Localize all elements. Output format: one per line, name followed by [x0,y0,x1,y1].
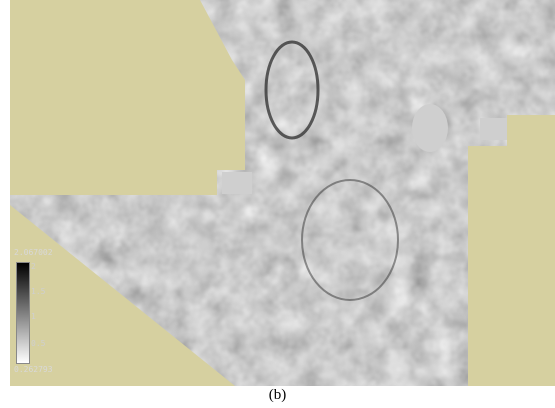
colorbar-min-label: 0.262793 [14,365,53,374]
colorbar-tick: 0.5 [31,339,46,348]
colorbar-max-label: 2.067002 [14,248,53,257]
ring-feature-upper [264,40,320,140]
textured-region [10,0,555,386]
colorbar [16,262,30,364]
grayscale-image-map [10,0,555,386]
colorbar-tick: 1 [31,312,36,321]
colorbar-tick: 2 [31,262,36,271]
light-patch-left [222,172,252,194]
figure-panel: 2.067002 2 1.5 1 0.5 0.262793 [10,0,555,386]
colorbar-tick: 1.5 [31,287,46,296]
ring-feature-lower [301,179,399,301]
light-patch-edge [480,118,510,140]
figure-caption: (b) [268,387,287,403]
light-patch [412,104,448,152]
